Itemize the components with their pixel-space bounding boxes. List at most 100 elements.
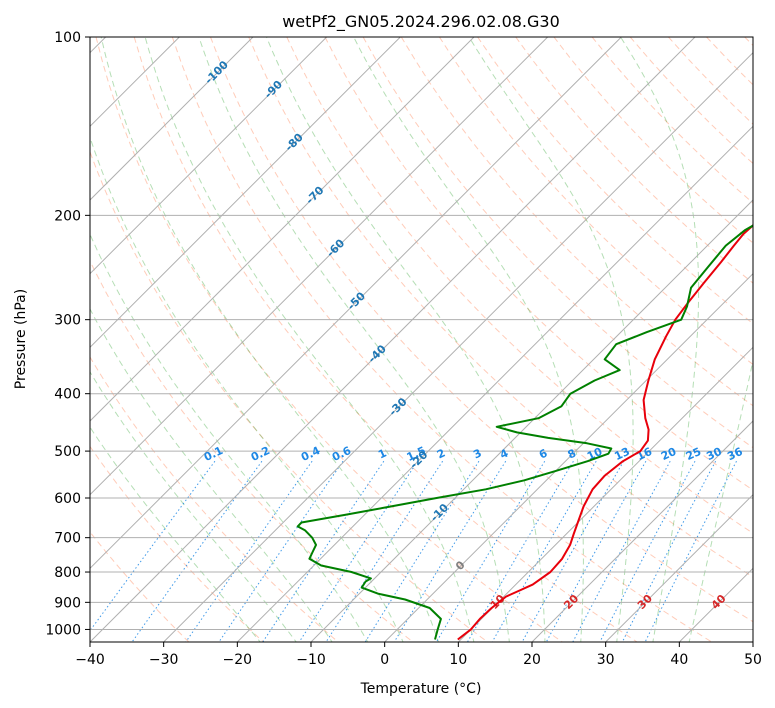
dry-adiabat: [438, 37, 753, 366]
isotherm-label: -70: [303, 183, 326, 206]
dry-adiabat: [744, 37, 753, 47]
dry-adiabat: [324, 37, 753, 491]
y-tick-label: 400: [54, 387, 81, 403]
x-tick-label: 30: [597, 652, 615, 668]
y-tick-label: 600: [54, 491, 81, 507]
dry-adiabat: [95, 37, 564, 642]
dry-adiabat: [706, 37, 753, 86]
y-tick-label: 500: [54, 444, 81, 460]
moist-adiabat: [620, 37, 700, 642]
mixing-ratio-label: 25: [684, 445, 703, 463]
isotherm-label: -40: [366, 342, 389, 365]
y-tick-label: 200: [54, 208, 81, 224]
gridlines: [90, 37, 753, 642]
mixing-ratio-line: [521, 460, 625, 642]
chart-title: wetPf2_GN05.2024.296.02.08.G30: [282, 12, 560, 32]
x-tick-label: −40: [75, 652, 105, 668]
mixing-ratio-label: 3: [471, 446, 483, 461]
isotherm-line: [90, 37, 401, 349]
isotherm-line: [752, 641, 753, 642]
isotherm-line: [90, 37, 549, 496]
isotherm-line: [163, 51, 753, 642]
mixing-ratio-label: 6: [537, 446, 550, 461]
dry-adiabat: [90, 445, 265, 642]
plot-frame: [89, 36, 754, 643]
temperature-profile: [457, 224, 753, 641]
mixing-ratio-line: [466, 460, 574, 642]
isotherm-label: -80: [283, 131, 306, 154]
moist-adiabat: [90, 370, 297, 642]
profile-series: [296, 224, 753, 641]
y-tick-label: 300: [54, 313, 81, 329]
dry-adiabat: [477, 37, 753, 325]
dry-adiabat: [668, 37, 753, 125]
y-tick-label: 1000: [45, 622, 81, 638]
x-tick-label: 20: [523, 652, 541, 668]
moist-adiabat: [90, 308, 333, 642]
y-tick-label: 100: [54, 30, 81, 46]
isotherm-line: [605, 493, 753, 642]
y-axis-label: Pressure (hPa): [13, 289, 29, 389]
mixing-ratio-label: 0.4: [299, 444, 322, 464]
mixing-ratio-label: 0.6: [330, 444, 353, 464]
isotherm-label: -100: [202, 58, 231, 87]
y-tick-label: 700: [54, 531, 81, 547]
isotherm-line: [90, 37, 622, 570]
x-tick-label: 50: [744, 652, 762, 668]
mixing-ratio-label: 2: [435, 447, 447, 462]
dry-adiabat: [248, 37, 753, 578]
isotherm-line: [90, 37, 696, 642]
moist-adiabat: [90, 135, 404, 642]
mixing-ratio-label: 4: [498, 446, 511, 461]
mixing-ratio-label: 1: [376, 447, 388, 462]
moist-adiabat: [100, 37, 440, 642]
dry-adiabat: [90, 259, 414, 642]
isotherm-label: -10: [428, 501, 451, 524]
isotherm-label: 0: [453, 558, 468, 573]
isotherm-line: [90, 37, 475, 422]
isotherm-line: [531, 420, 753, 642]
mixing-ratio-line: [491, 460, 597, 642]
moist-adiabat: [90, 426, 261, 642]
mixing-ratio-line: [393, 460, 507, 642]
dry-adiabat: [171, 37, 713, 642]
mixing-ratio-line: [131, 460, 263, 642]
mixing-ratio-line: [325, 460, 444, 642]
isotherm-label: -50: [345, 289, 368, 312]
x-tick-label: 40: [670, 652, 688, 668]
mixing-ratio-label: 16: [635, 445, 655, 463]
mixing-ratio-line: [644, 460, 737, 642]
isotherm-line: [457, 346, 753, 642]
isotherm-line: [90, 37, 328, 275]
isotherm-line: [384, 272, 753, 642]
mixing-ratio-line: [364, 460, 480, 642]
moist-adiabat: [90, 233, 369, 642]
mixing-ratio-line: [298, 460, 419, 642]
dry-adiabat: [210, 37, 753, 623]
isotherm-line: [310, 199, 753, 642]
mixing-ratio-label: 0.1: [202, 444, 225, 464]
isotherm-line: [678, 567, 753, 642]
x-tick-label: 0: [380, 652, 389, 668]
mixing-ratio-line: [621, 460, 717, 642]
isotherm-label: 30: [635, 592, 655, 612]
moist-adiabat: [198, 37, 510, 642]
x-tick-label: 10: [449, 652, 467, 668]
isotherm-line: [236, 125, 753, 642]
mixing-ratio-line: [435, 460, 546, 642]
x-tick-label: −10: [296, 652, 326, 668]
dewpoint-profile: [296, 224, 753, 640]
x-tick-label: −30: [149, 652, 179, 668]
background-lines: [90, 37, 753, 642]
x-tick-label: −20: [223, 652, 253, 668]
dry-adiabat: [286, 37, 753, 534]
background-line-labels: 0.1 0.2 0.4 0.6 1 1.5 2 3 4 6 8 10 13 16 20 25 30 36-100-…: [202, 58, 745, 612]
mixing-ratio-label: 20: [659, 445, 679, 463]
dry-adiabat: [362, 37, 753, 449]
moist-adiabat: [353, 37, 584, 642]
y-tick-label: 900: [54, 595, 81, 611]
mixing-ratio-label: 36: [725, 445, 745, 463]
moist-adiabat: [468, 37, 634, 642]
dry-adiabat: [90, 150, 489, 642]
